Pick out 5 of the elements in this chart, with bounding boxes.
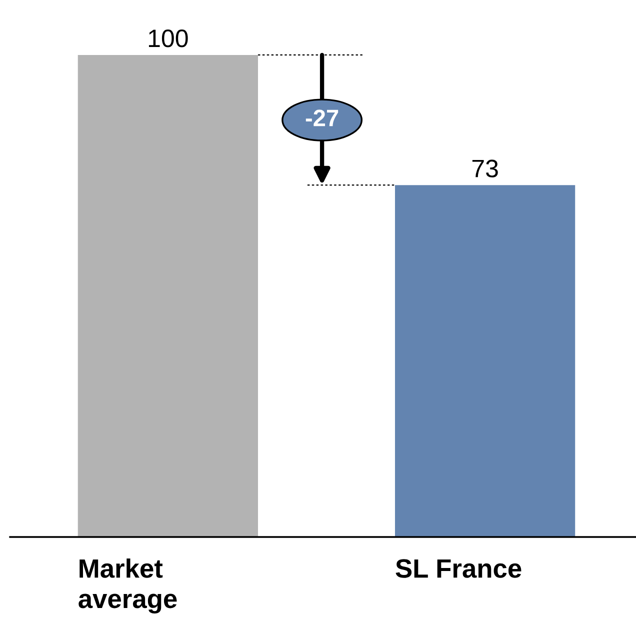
x-tick-label: SL France bbox=[396, 559, 522, 578]
x-tick-label: Market average bbox=[78, 558, 177, 614]
annotation: -27 bbox=[306, 110, 338, 126]
data-label: 100 bbox=[148, 30, 188, 48]
data-label: 73 bbox=[472, 160, 498, 178]
